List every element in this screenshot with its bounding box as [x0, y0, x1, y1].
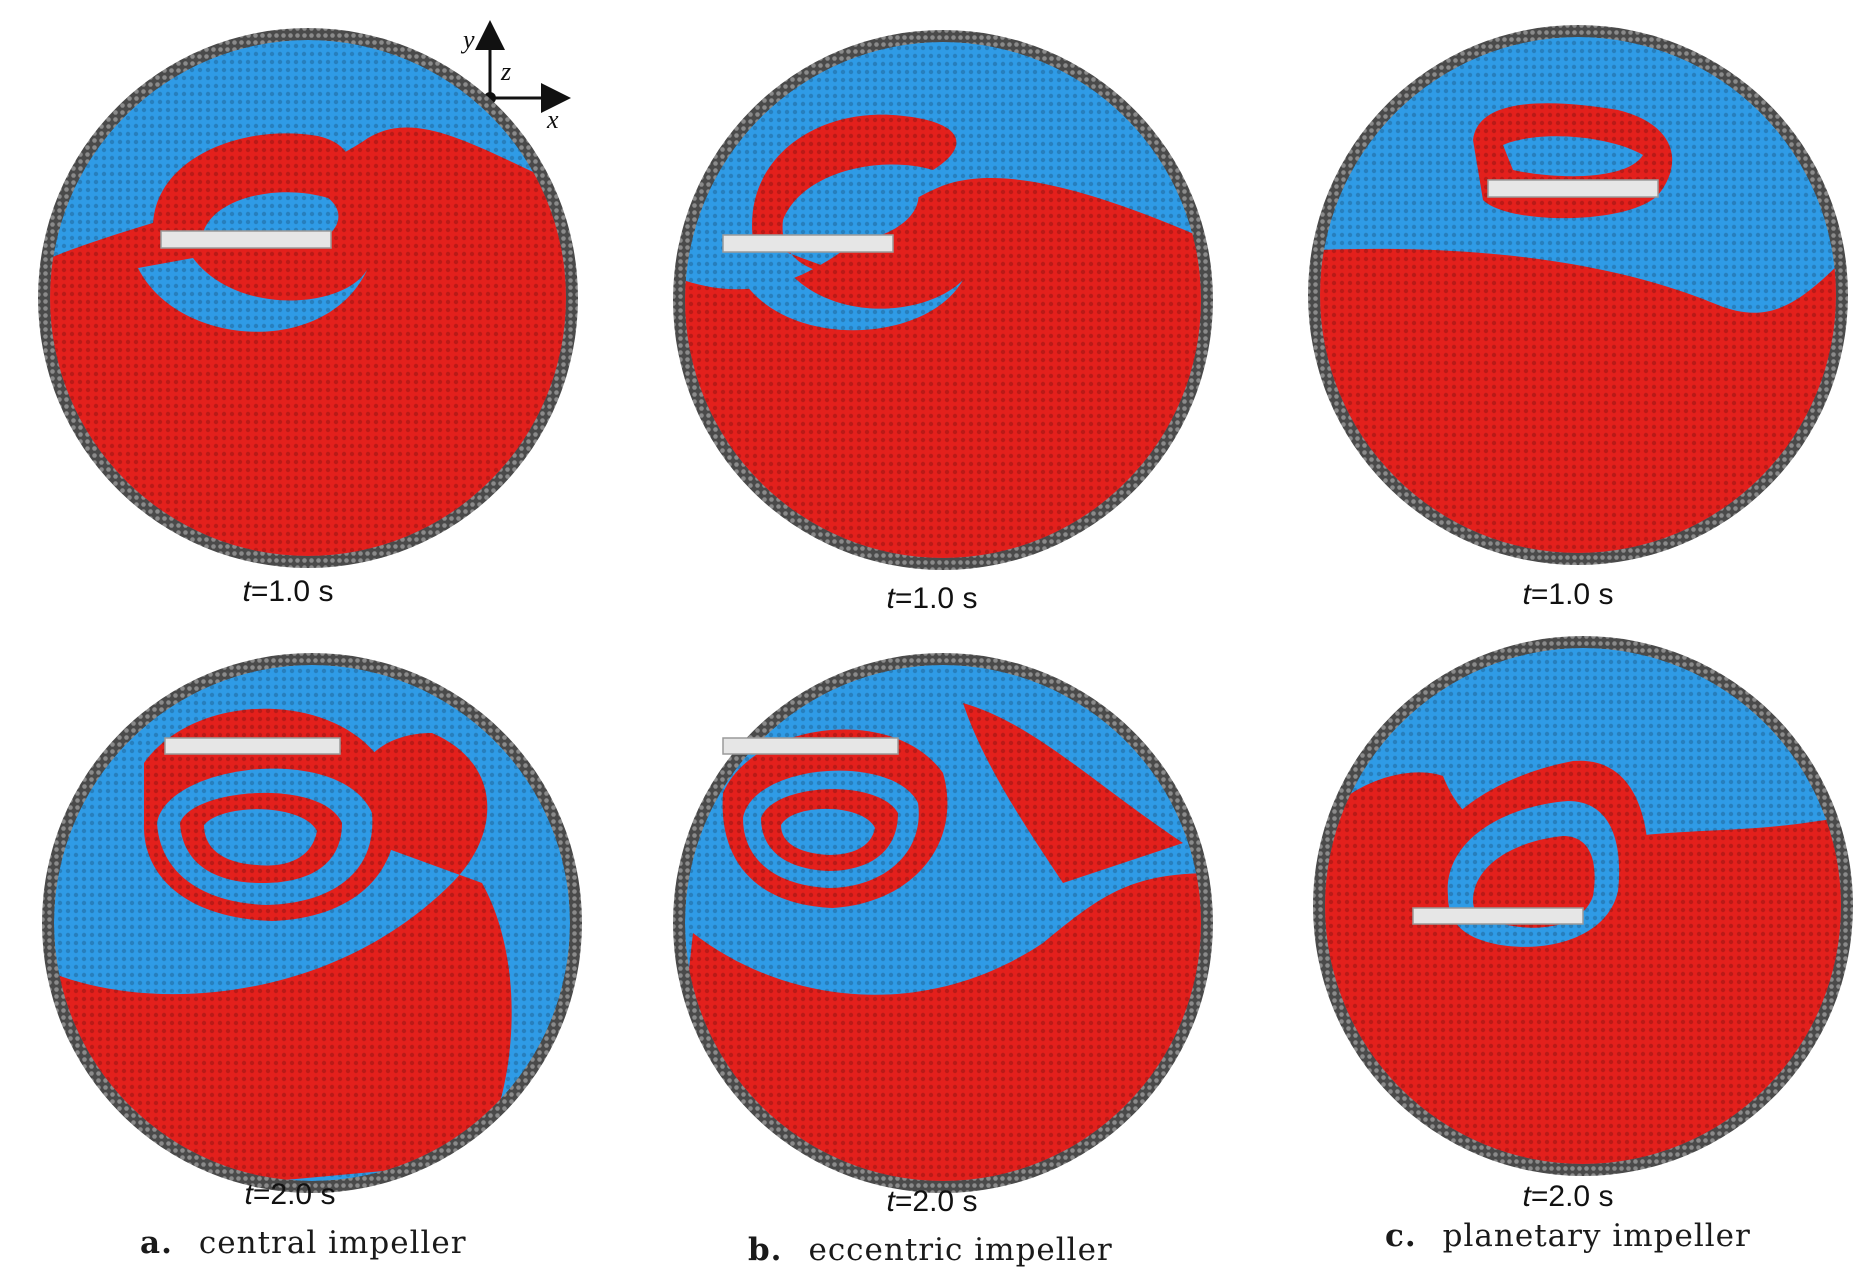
impeller-blade — [1412, 907, 1584, 925]
axis-indicator: y z x — [455, 18, 575, 133]
particle-texture — [685, 665, 1201, 1181]
impeller-blade — [722, 737, 899, 755]
x-axis-label: x — [546, 105, 559, 133]
time-label-b-t1: t=1.0 s — [886, 582, 978, 615]
caption-a: a. central impeller — [140, 1225, 467, 1261]
time-label-b-t2: t=2.0 s — [886, 1185, 978, 1218]
particle-texture — [54, 665, 570, 1181]
particle-texture — [50, 40, 566, 556]
caption-b: b. eccentric impeller — [748, 1232, 1113, 1268]
time-label-c-t2: t=2.0 s — [1522, 1180, 1614, 1213]
impeller-blade — [1487, 179, 1659, 198]
z-axis-label: z — [500, 57, 511, 86]
panel-c-t2 — [1303, 626, 1863, 1186]
time-label-c-t1: t=1.0 s — [1522, 578, 1614, 611]
particle-texture — [685, 42, 1201, 558]
impeller-blade — [164, 737, 341, 755]
panel-a-t1 — [28, 18, 588, 578]
particle-texture — [1320, 37, 1836, 553]
time-label-a-t1: t=1.0 s — [242, 575, 334, 608]
y-axis-label: y — [460, 25, 475, 54]
time-label-a-t2: t=2.0 s — [244, 1178, 336, 1211]
caption-c: c. planetary impeller — [1385, 1218, 1751, 1254]
panel-b-t2 — [663, 643, 1223, 1203]
particle-texture — [1325, 648, 1841, 1164]
impeller-blade — [722, 234, 894, 253]
panel-b-t1 — [663, 20, 1223, 580]
panel-c-t1 — [1298, 15, 1858, 575]
panel-a-t2 — [32, 643, 592, 1203]
impeller-blade — [160, 230, 332, 249]
